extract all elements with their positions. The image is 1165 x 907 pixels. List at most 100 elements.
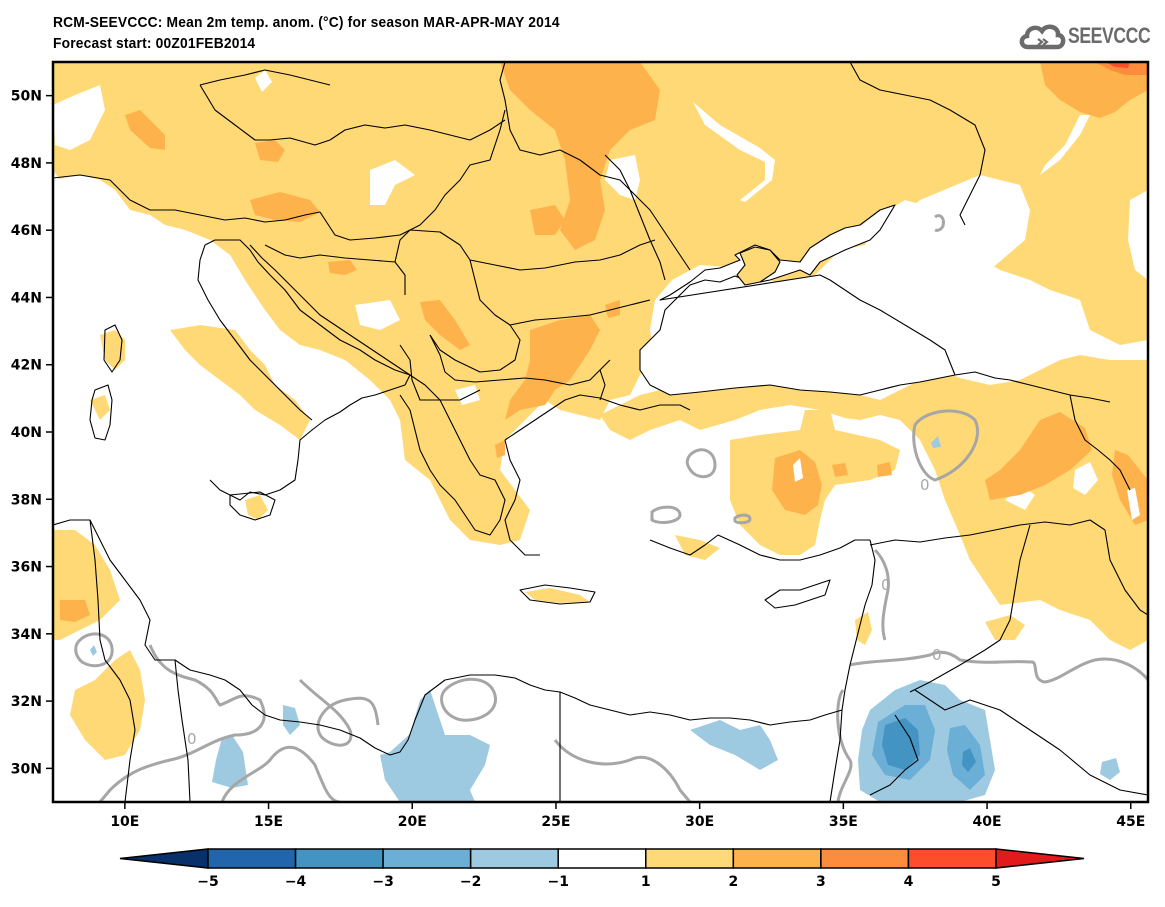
contour-label: 0 xyxy=(187,730,197,748)
zero-contour-aegean-loop1 xyxy=(650,505,682,524)
border-germany-czech xyxy=(199,69,331,146)
lat-tick-label: 32N xyxy=(11,694,42,710)
neg-area-turkey-speck xyxy=(931,436,941,448)
contour-label: 0 xyxy=(881,576,891,594)
anomaly-area-sicily xyxy=(245,495,268,520)
logo-text: SEEVCCC xyxy=(1068,23,1151,48)
neutral-area-hungary-hole xyxy=(370,160,415,205)
anomaly-band-2-to-3 xyxy=(60,62,1148,622)
border-turkey-syria xyxy=(869,519,1106,546)
coast-italy xyxy=(197,239,411,501)
coast-balkans xyxy=(249,244,506,536)
map-plot-area: 0 0 0 0 xyxy=(53,62,1148,802)
neg-area-egypt-coast xyxy=(690,720,778,770)
colorbar-bin xyxy=(907,848,997,869)
border-alps xyxy=(53,174,321,223)
lat-tick-label: 46N xyxy=(11,223,42,239)
anomaly-area-syria xyxy=(960,500,1148,620)
colorbar-label: 4 xyxy=(904,874,914,890)
neg-area-libya-2 xyxy=(283,705,300,735)
anomaly-core-bulgaria xyxy=(505,315,600,420)
zero-contour-aegean-loop2 xyxy=(733,513,752,525)
colorbar-bin xyxy=(557,848,647,869)
neutral-area-romania-hole xyxy=(605,155,640,200)
zero-contour-jordan xyxy=(849,650,1148,684)
coast-crete xyxy=(519,584,596,605)
anomaly-area-lebanon xyxy=(855,612,872,645)
coast-crimea xyxy=(736,246,781,286)
lat-tick-label: 36N xyxy=(11,560,42,576)
zero-contour-azov xyxy=(934,214,945,232)
border-slovakia xyxy=(329,119,506,141)
lat-tick-label: 34N xyxy=(11,627,42,643)
border-jordan-saudi xyxy=(914,689,1148,796)
zero-contour-egypt xyxy=(553,739,692,802)
border-georgia xyxy=(954,371,1111,403)
colorbar-bin xyxy=(645,848,735,869)
cloud-icon xyxy=(1019,24,1066,50)
border-egypt-israel xyxy=(829,709,843,802)
colorbar-extend-min xyxy=(119,848,209,869)
lon-tick-label: 25E xyxy=(541,814,570,830)
neg-area-libya-east xyxy=(380,690,490,802)
coast-cyprus xyxy=(764,579,831,609)
anomaly-core-anatolia-e2 xyxy=(877,462,892,477)
coast-corsica xyxy=(103,324,123,373)
coastlines-and-borders xyxy=(53,62,1148,802)
neutral-area-russia-streak xyxy=(1040,115,1090,175)
zero-contours xyxy=(74,214,1148,802)
seevccc-logo: SEEVCCC xyxy=(1018,22,1165,50)
anomaly-core-tunisia xyxy=(60,600,90,622)
anomaly-area-libya-west xyxy=(70,650,145,760)
border-tunisia-algeria xyxy=(89,519,136,802)
coast-levant xyxy=(841,539,876,711)
neutral-area-ukraine-streak xyxy=(693,102,775,202)
zero-contour-tunisia-loop xyxy=(74,632,114,668)
colorbar-label: −4 xyxy=(285,874,307,890)
anomaly-core-austria xyxy=(250,192,320,222)
coast-turkey-south xyxy=(649,534,870,561)
border-albania-macedonia xyxy=(399,344,481,401)
lat-tick-label: 50N xyxy=(11,89,42,105)
border-romania-bulgaria xyxy=(469,239,656,326)
zero-contour-libya-2 xyxy=(220,745,341,802)
anomaly-core-anatolia-e1 xyxy=(832,463,848,477)
colorbar-label: −2 xyxy=(460,874,481,890)
anomaly-area-italy-east xyxy=(170,325,310,440)
anomaly-area-sardinia xyxy=(90,395,110,420)
zero-contour-levant xyxy=(873,548,890,641)
lat-tick-label: 38N xyxy=(11,492,42,508)
border-austria-hungary xyxy=(319,109,506,241)
zero-contour-sinai xyxy=(836,689,853,802)
neutral-area-kars-hole xyxy=(1073,462,1098,495)
border-jordan-west xyxy=(869,714,919,796)
border-serbia xyxy=(394,229,521,373)
zero-contour-libya-1 xyxy=(98,644,266,802)
neutral-area-anatolia-speck xyxy=(793,458,803,482)
neutral-area-po-valley xyxy=(53,175,250,330)
neutral-area-caspian-edge xyxy=(1128,190,1148,280)
border-turkey-armenia-iran xyxy=(1069,394,1131,491)
anomaly-core-romania-south xyxy=(530,205,565,235)
neutral-area-caucasus-north xyxy=(870,175,1030,270)
latitude-axis: 30N 32N 34N 36N 38N 40N 42N 44N 46N 48N 50N xyxy=(11,89,53,777)
border-greece-turkey xyxy=(599,369,606,401)
colorbar-label: 1 xyxy=(641,874,651,890)
colorbar-label: 5 xyxy=(991,874,1001,890)
lat-tick-label: 30N xyxy=(11,761,42,777)
zero-contour-libya-3 xyxy=(298,678,380,747)
colorbar-bin xyxy=(820,848,910,869)
neutral-area-czech-hole xyxy=(255,70,272,92)
neg-area-tunisia-speck xyxy=(90,645,97,656)
coast-black-sea xyxy=(639,204,956,396)
border-poland-ukraine xyxy=(499,62,691,271)
lat-tick-label: 40N xyxy=(11,425,42,441)
anomaly-core-serbia xyxy=(420,300,470,350)
anomaly-core-poland-ukraine xyxy=(500,62,660,250)
lon-tick-label: 10E xyxy=(110,814,139,830)
neg-area-libya-1 xyxy=(212,735,248,788)
border-ukraine-russia xyxy=(849,62,986,226)
zero-contour-labels: 0 0 0 0 xyxy=(187,476,942,748)
anomaly-core-anatolia xyxy=(772,450,822,515)
lon-tick-label: 30E xyxy=(685,814,714,830)
